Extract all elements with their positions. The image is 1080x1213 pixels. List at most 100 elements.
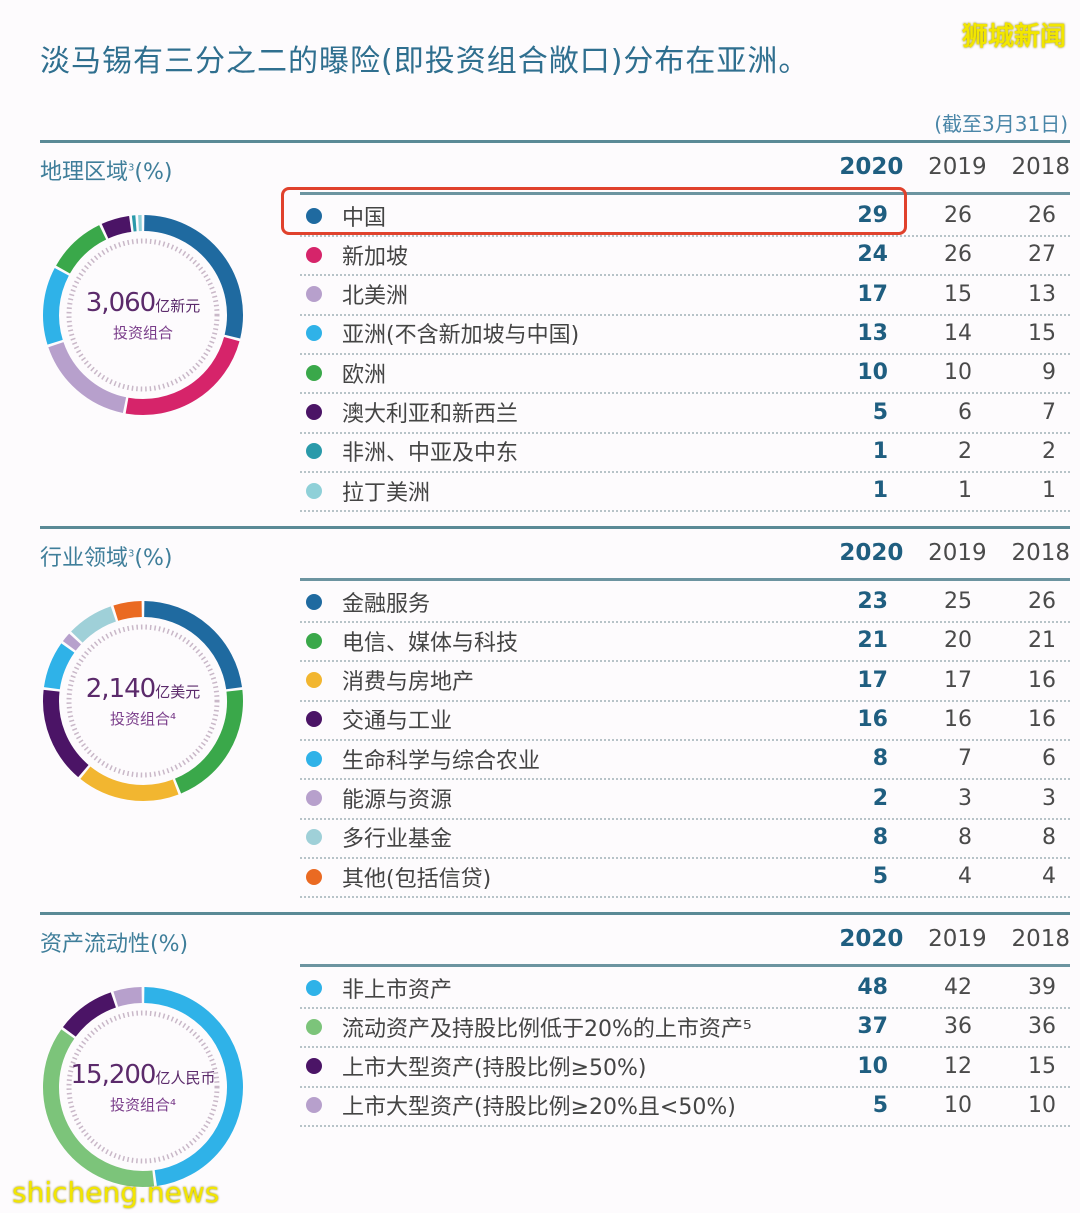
value-2019: 14 xyxy=(944,320,972,346)
legend-dot-icon xyxy=(306,593,322,610)
row-label: 金融服务 xyxy=(342,591,431,617)
table-row: 非上市资产 48 42 39 xyxy=(300,968,1070,1009)
row-label: 欧洲 xyxy=(342,362,387,388)
table-row: 生命科学与综合农业 8 7 6 xyxy=(300,739,1070,781)
value-2020: 13 xyxy=(857,320,888,346)
legend-dot-icon xyxy=(306,443,322,460)
legend-dot-icon xyxy=(306,790,322,806)
donut-ring xyxy=(43,987,243,1187)
value-2020: 37 xyxy=(857,1014,888,1040)
year-2020: 2020 xyxy=(839,540,904,566)
section-rule xyxy=(40,140,1070,143)
table-row: 其他(包括信贷) 5 4 4 xyxy=(300,857,1070,899)
value-2019: 17 xyxy=(944,667,972,693)
year-2020: 2020 xyxy=(839,926,904,952)
value-2018: 13 xyxy=(1028,281,1056,307)
value-2019: 10 xyxy=(944,360,972,386)
value-2019: 6 xyxy=(958,399,972,425)
legend-dot-icon xyxy=(306,672,322,689)
headline: 淡马锡有三分之二的曝险(即投资组合敞口)分布在亚洲。 xyxy=(40,44,810,79)
value-2019: 1 xyxy=(958,478,972,504)
value-2018: 2 xyxy=(1042,438,1056,464)
value-2020: 48 xyxy=(857,975,888,1000)
table-row: 交通与工业 16 16 16 xyxy=(300,700,1070,741)
legend-dot-icon xyxy=(306,364,322,381)
row-label: 交通与工业 xyxy=(342,709,453,735)
value-2019: 42 xyxy=(944,975,972,1000)
table-header-rule xyxy=(300,964,1070,967)
row-label: 多行业基金 xyxy=(342,827,453,853)
legend-dot-icon xyxy=(306,979,322,996)
value-2018: 1 xyxy=(1042,478,1056,504)
table-row: 欧洲 10 10 9 xyxy=(300,353,1070,395)
row-label: 北美洲 xyxy=(342,284,409,310)
legend-dot-icon xyxy=(306,207,322,224)
value-2018: 21 xyxy=(1028,628,1056,654)
legend-dot-icon xyxy=(306,868,322,885)
value-2020: 1 xyxy=(872,438,888,464)
value-2018: 9 xyxy=(1042,360,1056,386)
year-header: 2020 2019 2018 xyxy=(820,926,1070,952)
donut-ring xyxy=(43,601,243,801)
legend-dot-icon xyxy=(306,750,322,767)
table-row: 多行业基金 8 8 8 xyxy=(300,818,1070,859)
row-label: 上市大型资产(持股比例≥50%) xyxy=(342,1056,647,1082)
table-row: 能源与资源 2 3 3 xyxy=(300,779,1070,820)
legend-dot-icon xyxy=(306,632,322,649)
row-label: 流动资产及持股比例低于20%的上市资产⁵ xyxy=(342,1016,752,1042)
year-2019: 2019 xyxy=(928,540,987,566)
value-2020: 5 xyxy=(872,1092,888,1118)
value-2019: 20 xyxy=(944,628,972,654)
table-header-rule xyxy=(300,578,1070,581)
value-2020: 5 xyxy=(872,399,888,425)
table-row: 拉丁美洲 1 1 1 xyxy=(300,471,1070,513)
legend-dot-icon xyxy=(306,829,322,846)
table-row: 电信、媒体与科技 21 20 21 xyxy=(300,621,1070,663)
value-2019: 4 xyxy=(958,864,972,890)
value-2018: 3 xyxy=(1042,785,1056,811)
value-2020: 8 xyxy=(872,746,888,772)
year-2018: 2018 xyxy=(1011,926,1070,952)
value-2020: 29 xyxy=(857,203,888,228)
as-of-note: (截至3月31日) xyxy=(934,112,1068,136)
value-2020: 21 xyxy=(857,628,888,654)
value-2020: 24 xyxy=(857,242,888,268)
value-2018: 6 xyxy=(1042,746,1056,772)
value-2019: 10 xyxy=(944,1092,972,1118)
legend-dot-icon xyxy=(306,325,322,342)
value-2019: 26 xyxy=(944,203,972,228)
section-title: 地理区域3(%) xyxy=(40,160,173,185)
year-2019: 2019 xyxy=(928,926,987,952)
value-2019: 2 xyxy=(958,438,972,464)
value-2018: 15 xyxy=(1028,320,1056,346)
value-2018: 15 xyxy=(1028,1053,1056,1079)
donut-chart: 15,200亿人民币 投资组合⁴ xyxy=(40,984,246,1190)
value-2018: 36 xyxy=(1028,1014,1056,1040)
row-label: 中国 xyxy=(342,205,387,231)
legend-dot-icon xyxy=(306,1058,322,1075)
value-2018: 39 xyxy=(1028,975,1056,1000)
portfolio-amount: 2,140亿美元 xyxy=(85,673,201,704)
value-2018: 10 xyxy=(1028,1092,1056,1118)
table-row: 新加坡 24 26 27 xyxy=(300,235,1070,277)
row-label: 亚洲(不含新加坡与中国) xyxy=(342,323,580,349)
year-2018: 2018 xyxy=(1011,540,1070,566)
value-2020: 8 xyxy=(872,824,888,850)
value-2019: 36 xyxy=(944,1014,972,1040)
watermark-top: 狮城新闻 xyxy=(961,22,1066,52)
table-row: 金融服务 23 25 26 xyxy=(300,582,1070,623)
value-2019: 16 xyxy=(944,706,972,732)
value-2020: 17 xyxy=(857,667,888,693)
value-2020: 23 xyxy=(857,589,888,614)
value-2020: 5 xyxy=(872,864,888,890)
table-row: 北美洲 17 15 13 xyxy=(300,275,1070,316)
value-2018: 8 xyxy=(1042,824,1056,850)
legend-dot-icon xyxy=(306,404,322,420)
value-2018: 26 xyxy=(1028,203,1056,228)
row-label: 消费与房地产 xyxy=(342,670,475,696)
value-2020: 10 xyxy=(857,1053,888,1079)
table-row: 上市大型资产(持股比例≥20%且<50%) 5 10 10 xyxy=(300,1086,1070,1127)
value-2020: 16 xyxy=(857,706,888,732)
legend-dot-icon xyxy=(306,482,322,499)
donut-chart: 3,060亿新元 投资组合 xyxy=(40,212,246,418)
